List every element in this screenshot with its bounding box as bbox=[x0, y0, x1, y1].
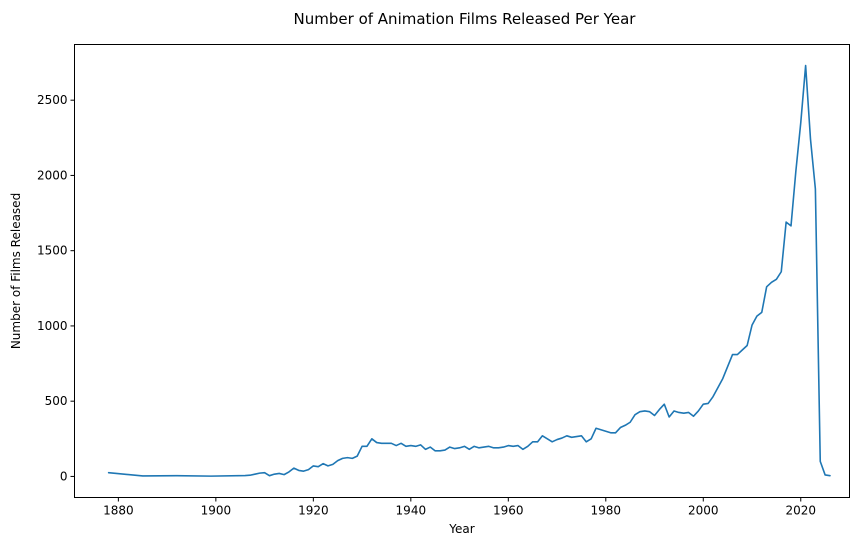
x-tick-label: 2020 bbox=[785, 504, 816, 518]
x-tick-label: 1900 bbox=[201, 504, 232, 518]
y-tick-label: 1000 bbox=[37, 319, 68, 333]
y-tick-label: 0 bbox=[60, 469, 68, 483]
series-line-0 bbox=[107, 64, 831, 477]
y-axis: 0 500 1000 1500 2000 2500 bbox=[37, 93, 75, 483]
y-tick-label: 2000 bbox=[37, 168, 68, 182]
x-axis: 1880 1900 1920 1940 1960 1980 2000 2020 bbox=[103, 497, 816, 518]
x-tick-label: 1980 bbox=[591, 504, 622, 518]
y-tick-label: 2500 bbox=[37, 93, 68, 107]
y-tick-label: 1500 bbox=[37, 244, 68, 258]
x-tick-label: 1920 bbox=[298, 504, 329, 518]
x-tick-label: 1940 bbox=[396, 504, 427, 518]
x-tick-label: 2000 bbox=[688, 504, 719, 518]
plot-frame bbox=[74, 44, 850, 498]
y-tick-label: 500 bbox=[45, 394, 68, 408]
x-axis-label: Year bbox=[448, 522, 474, 536]
x-tick-label: 1880 bbox=[103, 504, 134, 518]
plot-area bbox=[107, 64, 831, 477]
x-tick-label: 1960 bbox=[493, 504, 524, 518]
chart-title: Number of Animation Films Released Per Y… bbox=[294, 10, 637, 28]
y-axis-label: Number of Films Released bbox=[9, 193, 23, 349]
